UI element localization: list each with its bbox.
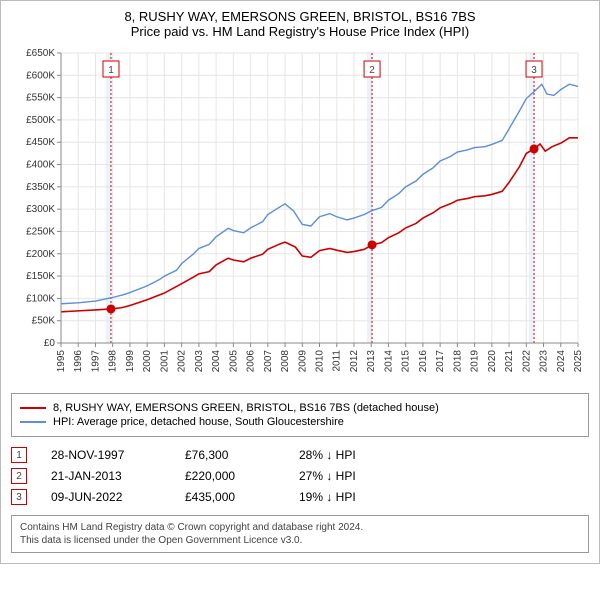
svg-text:£0: £0 — [44, 338, 56, 349]
data-point-date: 21-JAN-2013 — [51, 469, 161, 483]
svg-text:2019: 2019 — [470, 350, 481, 373]
data-point-price: £435,000 — [185, 490, 275, 504]
svg-text:£50K: £50K — [32, 316, 56, 327]
title-block: 8, RUSHY WAY, EMERSONS GREEN, BRISTOL, B… — [11, 9, 589, 39]
data-point-date: 28-NOV-1997 — [51, 448, 161, 462]
svg-text:2005: 2005 — [228, 350, 239, 373]
svg-text:3: 3 — [531, 65, 537, 76]
data-points-table: 1 28-NOV-1997 £76,300 28% ↓ HPI 2 21-JAN-2013… — [11, 447, 589, 505]
svg-text:2001: 2001 — [159, 350, 170, 373]
svg-text:2015: 2015 — [401, 350, 412, 373]
svg-text:2000: 2000 — [142, 350, 153, 373]
svg-text:£100K: £100K — [26, 293, 55, 304]
svg-text:2003: 2003 — [194, 350, 205, 373]
svg-text:2: 2 — [369, 65, 375, 76]
svg-text:2016: 2016 — [418, 350, 429, 373]
data-point-price: £220,000 — [185, 469, 275, 483]
svg-text:1995: 1995 — [56, 350, 67, 373]
svg-text:2009: 2009 — [297, 350, 308, 373]
svg-text:1997: 1997 — [90, 350, 101, 373]
svg-text:1996: 1996 — [73, 350, 84, 373]
data-point-diff: 27% ↓ HPI — [299, 469, 356, 483]
svg-text:£300K: £300K — [26, 204, 55, 215]
svg-text:2007: 2007 — [263, 350, 274, 373]
data-point-price: £76,300 — [185, 448, 275, 462]
chart-svg: 1 2 3 £0 £50K £100K £150K £200K £250K £300K £350K £… — [11, 45, 586, 385]
legend-swatch — [20, 407, 46, 409]
svg-text:2012: 2012 — [349, 350, 360, 373]
marker-price_paid — [368, 240, 377, 249]
data-point-number: 1 — [11, 447, 27, 463]
footer-line-2: This data is licensed under the Open Gov… — [20, 534, 580, 547]
title-address: 8, RUSHY WAY, EMERSONS GREEN, BRISTOL, B… — [11, 9, 589, 24]
svg-text:2017: 2017 — [435, 350, 446, 373]
legend-label: HPI: Average price, detached house, Sout… — [53, 416, 344, 428]
legend-row: HPI: Average price, detached house, Sout… — [20, 416, 580, 428]
svg-text:2011: 2011 — [332, 350, 343, 372]
svg-text:£600K: £600K — [26, 70, 55, 81]
svg-text:2024: 2024 — [556, 350, 567, 373]
data-point-number: 3 — [11, 489, 27, 505]
svg-text:2025: 2025 — [573, 350, 584, 373]
data-point-row: 1 28-NOV-1997 £76,300 28% ↓ HPI — [11, 447, 589, 463]
legend-row: 8, RUSHY WAY, EMERSONS GREEN, BRISTOL, B… — [20, 402, 580, 414]
svg-text:£650K: £650K — [26, 48, 55, 59]
chart-area: 1 2 3 £0 £50K £100K £150K £200K £250K £300K £350K £… — [11, 45, 589, 385]
data-point-diff: 28% ↓ HPI — [299, 448, 356, 462]
svg-text:2006: 2006 — [246, 350, 257, 373]
footer-line-1: Contains HM Land Registry data © Crown c… — [20, 521, 580, 534]
svg-text:2004: 2004 — [211, 350, 222, 373]
svg-text:1999: 1999 — [125, 350, 136, 373]
svg-text:2013: 2013 — [366, 350, 377, 373]
svg-text:£250K: £250K — [26, 226, 55, 237]
marker-price_paid — [530, 144, 539, 153]
legend: 8, RUSHY WAY, EMERSONS GREEN, BRISTOL, B… — [11, 393, 589, 437]
svg-text:£450K: £450K — [26, 137, 55, 148]
attribution-footer: Contains HM Land Registry data © Crown c… — [11, 515, 589, 553]
legend-swatch — [20, 421, 46, 423]
svg-text:£200K: £200K — [26, 249, 55, 260]
svg-text:2023: 2023 — [539, 350, 550, 373]
svg-text:1998: 1998 — [108, 350, 119, 373]
svg-text:1: 1 — [108, 65, 114, 76]
data-point-number: 2 — [11, 468, 27, 484]
svg-text:2008: 2008 — [280, 350, 291, 373]
svg-text:£150K: £150K — [26, 271, 55, 282]
svg-text:2018: 2018 — [452, 350, 463, 373]
svg-text:2021: 2021 — [504, 350, 515, 373]
svg-text:£550K: £550K — [26, 93, 55, 104]
data-point-row: 3 09-JUN-2022 £435,000 19% ↓ HPI — [11, 489, 589, 505]
svg-text:2010: 2010 — [315, 350, 326, 373]
title-subtitle: Price paid vs. HM Land Registry's House … — [11, 24, 589, 39]
data-point-date: 09-JUN-2022 — [51, 490, 161, 504]
data-point-row: 2 21-JAN-2013 £220,000 27% ↓ HPI — [11, 468, 589, 484]
legend-label: 8, RUSHY WAY, EMERSONS GREEN, BRISTOL, B… — [53, 402, 439, 414]
svg-text:2014: 2014 — [383, 350, 394, 373]
chart-container: 8, RUSHY WAY, EMERSONS GREEN, BRISTOL, B… — [0, 0, 600, 564]
svg-text:£400K: £400K — [26, 160, 55, 171]
svg-text:2022: 2022 — [521, 350, 532, 373]
svg-text:£500K: £500K — [26, 115, 55, 126]
marker-price_paid — [106, 304, 115, 313]
data-point-diff: 19% ↓ HPI — [299, 490, 356, 504]
svg-text:2020: 2020 — [487, 350, 498, 373]
svg-text:£350K: £350K — [26, 182, 55, 193]
svg-text:2002: 2002 — [177, 350, 188, 373]
